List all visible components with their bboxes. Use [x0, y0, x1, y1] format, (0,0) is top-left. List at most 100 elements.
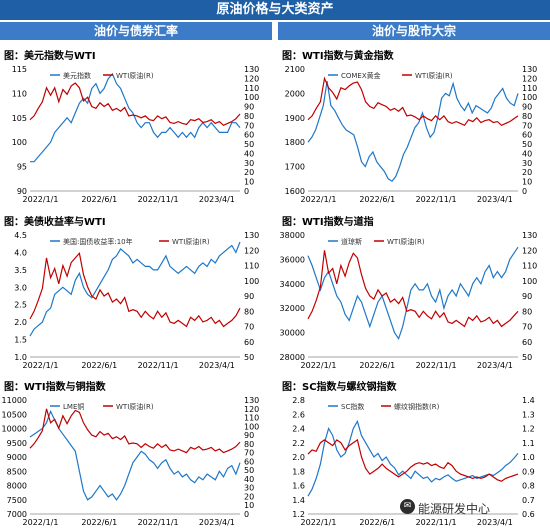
wechat-icon: ✉ — [400, 499, 415, 514]
left-axis-tick-label: 1.2 — [292, 510, 305, 519]
chart-wti-copper: 7000 7500 8000 8500 9000 9500 10000 10500 11000 0… — [2, 396, 260, 527]
left-axis-tick-label: 8500 — [7, 467, 27, 476]
left-axis-tick-label: 1.5 — [14, 336, 27, 345]
right-axis-tick-label: 100 — [522, 277, 537, 286]
left-axis-tick-label: 110 — [12, 89, 27, 98]
right-axis-tick-label: 70 — [244, 323, 254, 332]
left-axis-tick-label: 115 — [12, 65, 27, 74]
right-axis-tick-label: 40 — [522, 149, 532, 158]
left-axis-tick-label: 95 — [17, 163, 27, 172]
x-axis-tick-label: 2022/1/1 — [301, 518, 337, 527]
panel-title-sc-rebar: 图：SC指数与螺纹钢指数 — [282, 382, 397, 393]
x-axis-tick-label: 2022/6/1 — [359, 518, 395, 527]
chart-sc-rebar: 1.2 1.4 1.6 1.8 2.0 2.2 2.4 2.6 2.8 0.6 0.7 0.8 0.9 1… — [292, 396, 535, 527]
left-axis-tick-label: 4.5 — [14, 231, 27, 240]
left-axis-tick-label: 9000 — [7, 453, 27, 462]
series-line-primary — [30, 72, 241, 163]
right-axis-tick-label: 0 — [522, 187, 527, 196]
right-axis-tick-label: 130 — [244, 65, 259, 74]
left-axis-tick-label: 1700 — [285, 163, 305, 172]
left-axis-tick-label: 1.4 — [292, 496, 305, 505]
right-axis-tick-label: 110 — [522, 84, 537, 93]
x-axis-tick-label: 2022/11/1 — [138, 361, 179, 370]
right-axis-tick-label: 10 — [522, 178, 532, 187]
right-axis-tick-label: 50 — [522, 140, 532, 149]
left-axis-tick-label: 7500 — [7, 496, 27, 505]
series-line-wti — [307, 76, 519, 127]
right-axis-tick-label: 120 — [522, 74, 537, 83]
right-axis-tick-label: 120 — [244, 74, 259, 83]
left-axis-tick-label: 1.0 — [14, 353, 27, 362]
left-axis-tick-label: 2.6 — [292, 410, 305, 419]
panel-title-wti-gold: 图：WTI指数与黄金指数 — [282, 51, 394, 62]
right-axis-tick-label: 50 — [244, 140, 254, 149]
legend-label: WTI原油(R) — [116, 71, 154, 80]
legend-label: 美国:国债收益率:10年 — [63, 237, 133, 246]
left-axis-tick-label: 1.6 — [292, 482, 305, 491]
right-axis-tick-label: 50 — [244, 466, 254, 475]
left-axis-tick-label: 1.8 — [292, 467, 305, 476]
series-line-primary — [307, 81, 519, 182]
left-axis-tick-label: 3.0 — [14, 283, 27, 292]
left-axis-tick-label: 32000 — [280, 304, 305, 313]
right-axis-tick-label: 70 — [244, 449, 254, 458]
right-axis-tick-label: 130 — [244, 396, 259, 405]
right-axis-tick-label: 130 — [522, 65, 537, 74]
left-axis-tick-label: 38000 — [280, 231, 305, 240]
legend-label: WTI原油(R) — [116, 402, 154, 411]
watermark: 能源研发中心 — [418, 502, 491, 516]
right-axis-tick-label: 110 — [244, 414, 259, 423]
right-axis-tick-label: 60 — [244, 131, 254, 140]
left-axis-tick-label: 2.0 — [14, 318, 27, 327]
left-axis-tick-label: 2.0 — [292, 453, 305, 462]
left-axis-tick-label: 2.4 — [292, 425, 305, 434]
section-header-stocks-commodities: 油价与股市大宗 — [278, 22, 550, 40]
left-axis-tick-label: 1800 — [285, 138, 305, 147]
right-axis-tick-label: 20 — [244, 168, 254, 177]
panel-title-usd-wti: 图：美元指数与WTI — [4, 51, 96, 62]
right-axis-tick-label: 100 — [244, 277, 259, 286]
left-axis-tick-label: 2.8 — [292, 396, 305, 405]
right-axis-tick-label: 10 — [244, 178, 254, 187]
panel-title-ust-wti: 图：美债收益率与WTI — [4, 217, 106, 228]
x-axis-tick-label: 2022/11/1 — [416, 518, 457, 527]
right-axis-tick-label: 1.1 — [522, 439, 535, 448]
left-axis-tick-label: 7000 — [7, 510, 27, 519]
x-axis-tick-label: 2022/11/1 — [138, 518, 179, 527]
left-axis-tick-label: 2.2 — [292, 439, 305, 448]
x-axis-tick-label: 2022/11/1 — [138, 195, 179, 204]
x-axis-tick-label: 2022/6/1 — [81, 361, 117, 370]
right-axis-tick-label: 10 — [244, 501, 254, 510]
right-axis-tick-label: 80 — [244, 440, 254, 449]
right-axis-tick-label: 80 — [522, 307, 532, 316]
left-axis-tick-label: 90 — [17, 187, 27, 196]
right-axis-tick-label: 1.0 — [522, 453, 535, 462]
right-axis-tick-label: 60 — [244, 457, 254, 466]
right-axis-tick-label: 0 — [244, 187, 249, 196]
legend-label: 螺纹钢指数(R) — [394, 402, 440, 411]
right-axis-tick-label: 120 — [244, 405, 259, 414]
left-axis-tick-label: 30000 — [280, 329, 305, 338]
page-title: 原油价格与大类资产 — [0, 0, 550, 20]
right-axis-tick-label: 1.2 — [522, 425, 535, 434]
x-axis-tick-label: 2022/6/1 — [359, 195, 395, 204]
right-axis-tick-label: 70 — [522, 323, 532, 332]
right-axis-tick-label: 1.3 — [522, 410, 535, 419]
left-axis-tick-label: 8000 — [7, 482, 27, 491]
right-axis-tick-label: 90 — [244, 431, 254, 440]
legend-label: WTI原油(R) — [387, 237, 425, 246]
right-axis-tick-label: 120 — [244, 246, 259, 255]
panel-title-wti-dow: 图：WTI指数与道指 — [282, 217, 374, 228]
series-line-wti — [29, 408, 241, 454]
left-axis-tick-label: 11000 — [2, 396, 27, 405]
right-axis-tick-label: 0.7 — [522, 496, 535, 505]
series-line-primary — [29, 241, 241, 337]
right-axis-tick-label: 0.8 — [522, 482, 535, 491]
chart-wti-dow: 28000 30000 32000 34000 36000 38000 50 60 70 80 90… — [280, 231, 538, 370]
left-axis-tick-label: 2.5 — [14, 301, 27, 310]
series-line-primary — [29, 409, 241, 501]
right-axis-tick-label: 120 — [522, 246, 537, 255]
series-line-wti — [29, 82, 241, 127]
x-axis-tick-label: 2023/4/1 — [477, 518, 513, 527]
left-axis-tick-label: 1600 — [285, 187, 305, 196]
